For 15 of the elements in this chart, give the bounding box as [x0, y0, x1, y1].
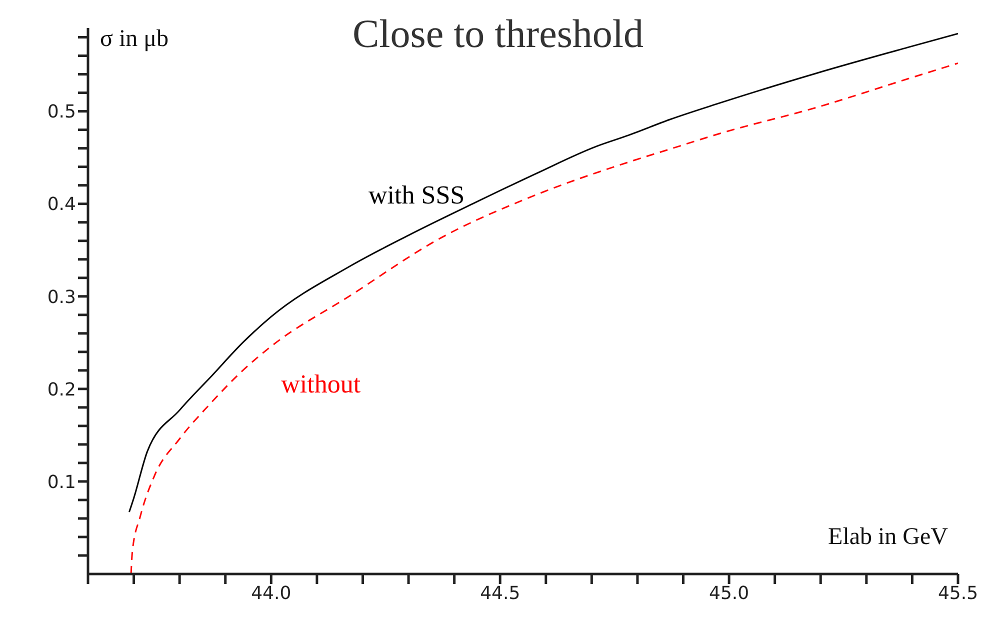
chart-title: Close to threshold — [352, 11, 644, 56]
x-tick-label: 44.0 — [251, 582, 292, 604]
series-label: with SSS — [368, 180, 465, 210]
line-series — [130, 62, 958, 574]
y-tick-label: 0.3 — [47, 286, 76, 308]
x-tick-label: 45.5 — [938, 582, 978, 604]
y-tick-label: 0.2 — [47, 379, 76, 400]
series-label: without — [281, 369, 362, 398]
x-tick-label: 45.0 — [709, 582, 750, 604]
y-tick-label: 0.1 — [47, 472, 76, 493]
y-axis-title: σ in μb — [100, 26, 168, 53]
x-tick-label: 44.5 — [480, 582, 520, 604]
x-axis-title: Elab in GeV — [828, 524, 948, 551]
y-tick-label: 0.4 — [47, 194, 76, 216]
y-tick-label: 0.5 — [47, 102, 76, 123]
